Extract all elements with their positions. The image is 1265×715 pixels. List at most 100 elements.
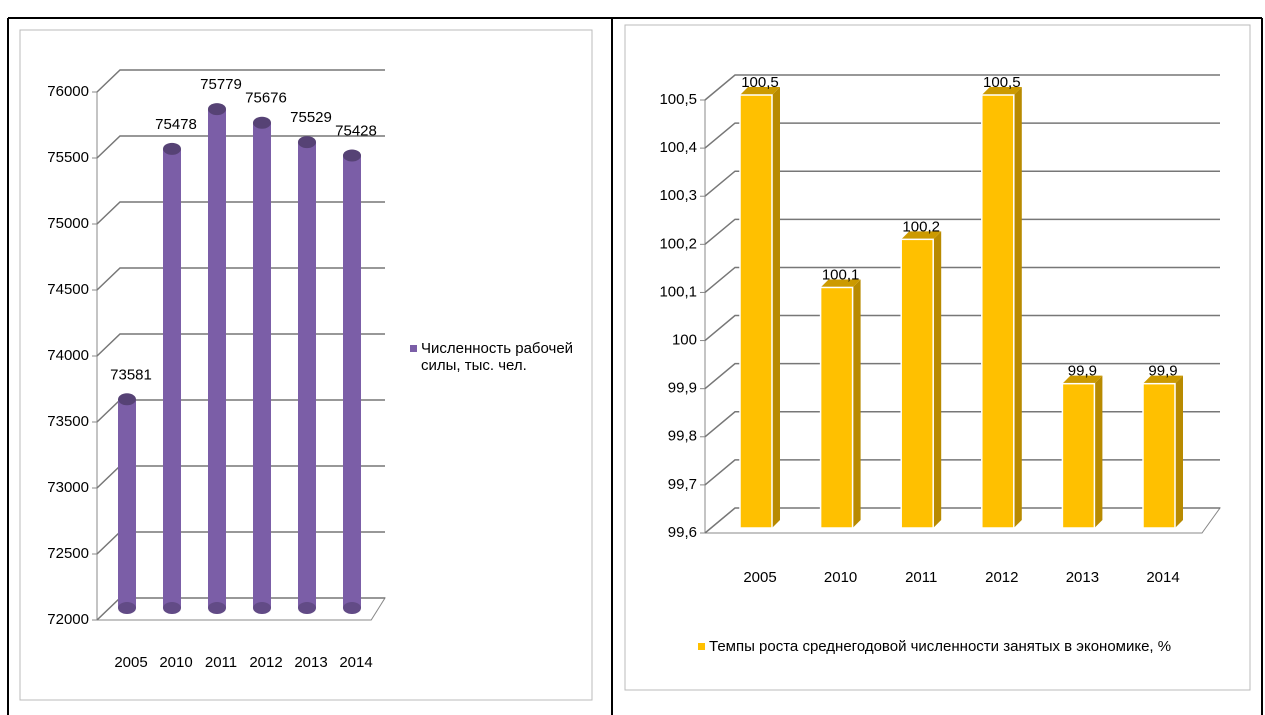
bar-front: [981, 94, 1015, 529]
grid-line: [704, 266, 1220, 294]
y-tick-label: 75000: [47, 215, 89, 232]
y-tick-label: 100,5: [659, 91, 697, 108]
data-label: 75676: [245, 90, 287, 107]
x-tick-label: 2011: [905, 569, 937, 586]
data-label: 100,1: [822, 266, 860, 283]
grid-line: [96, 399, 385, 423]
legend-swatch: [410, 345, 417, 352]
y-tick-label: 100,2: [659, 235, 697, 252]
bar-bottom: [163, 602, 181, 614]
legend: Темпы роста среднегодовой численности за…: [698, 638, 1238, 655]
bar: [900, 231, 942, 529]
bar-top: [343, 149, 361, 162]
bar-bottom: [118, 602, 136, 614]
grid-line: [96, 531, 385, 555]
grid-line: [704, 362, 1220, 390]
grid-line: [96, 333, 385, 357]
data-label: 75779: [200, 76, 242, 93]
chart-frame: [19, 29, 593, 701]
y-tick-label: 100,4: [659, 139, 697, 156]
grid-line: [704, 74, 1220, 101]
bar-body: [343, 155, 361, 608]
y-tick-label: 99,9: [668, 380, 697, 397]
data-label: 99,9: [1068, 363, 1097, 380]
bar-front: [1142, 382, 1176, 529]
x-tick-label: 2005: [743, 569, 776, 586]
x-tick-label: 2005: [114, 654, 147, 671]
bar-top: [901, 231, 942, 240]
bar: [253, 116, 271, 614]
bar-body: [298, 142, 316, 608]
bar: [739, 87, 780, 529]
x-tick-label: 2012: [249, 654, 282, 671]
data-label: 100,2: [902, 218, 940, 235]
x-tick-label: 2013: [1066, 569, 1099, 586]
bar-body: [208, 109, 226, 608]
bar: [1061, 375, 1103, 529]
x-tick-label: 2010: [824, 569, 857, 586]
bar-bottom: [208, 602, 226, 614]
bar-bottom: [253, 602, 271, 614]
grid-line: [704, 411, 1220, 438]
x-tick-label: 2010: [159, 654, 192, 671]
grid-line: [96, 465, 385, 489]
chart-frame: [624, 24, 1251, 691]
y-tick-label: 75500: [47, 149, 89, 166]
bar-top: [118, 393, 136, 406]
data-label: 75478: [155, 116, 197, 133]
y-tick-label: 100: [672, 332, 697, 349]
y-tick-label: 74500: [47, 281, 89, 298]
y-tick-label: 72500: [47, 545, 89, 562]
data-label: 100,5: [983, 74, 1021, 91]
grid-line: [704, 507, 1220, 534]
x-tick-label: 2014: [339, 654, 372, 671]
y-tick-label: 99,8: [668, 428, 697, 445]
grid-line: [704, 314, 1220, 342]
bar-side: [1094, 375, 1103, 528]
bar-front: [900, 238, 934, 529]
bar-bottom: [298, 602, 316, 614]
bar-bottom: [343, 602, 361, 614]
data-label: 99,9: [1148, 363, 1177, 380]
grid-line: [96, 69, 385, 93]
bar-top: [981, 87, 1022, 95]
bar-side: [933, 231, 942, 529]
bar: [1142, 375, 1183, 529]
bar-side: [772, 87, 780, 528]
bar: [981, 87, 1022, 529]
x-tick-label: 2012: [985, 569, 1018, 586]
data-label: 75529: [290, 109, 332, 126]
grid-line: [704, 170, 1220, 197]
legend: Численность рабочей силы, тыс. чел.: [410, 340, 580, 374]
y-tick-label: 74000: [47, 347, 89, 364]
bar-side: [852, 279, 861, 528]
y-tick-label: 99,7: [668, 476, 697, 493]
y-tick-label: 99,6: [668, 524, 697, 541]
bar: [208, 103, 226, 614]
x-tick-label: 2013: [294, 654, 327, 671]
legend-label: Численность рабочей силы, тыс. чел.: [421, 340, 574, 374]
legend-label: Темпы роста среднегодовой численности за…: [709, 638, 1172, 655]
y-tick-label: 72000: [47, 611, 89, 628]
bar: [343, 149, 361, 614]
bar-top: [163, 142, 181, 155]
grid-line: [704, 122, 1220, 149]
floor: [95, 597, 386, 621]
grid-line: [704, 218, 1220, 245]
bar-top: [253, 116, 271, 129]
bar: [819, 279, 861, 529]
y-tick-label: 100,3: [659, 187, 697, 204]
data-label: 100,5: [741, 74, 779, 91]
bar-top: [1062, 375, 1103, 384]
bar-side: [1013, 87, 1022, 528]
bar: [118, 393, 136, 614]
bar-top: [820, 279, 861, 288]
bar-front: [1061, 382, 1096, 529]
y-tick-label: 73000: [47, 479, 89, 496]
legend-swatch: [698, 643, 705, 650]
bar-top: [208, 103, 226, 116]
x-tick-label: 2011: [205, 654, 237, 671]
bar-top: [298, 136, 316, 149]
bar-side: [1175, 375, 1183, 528]
